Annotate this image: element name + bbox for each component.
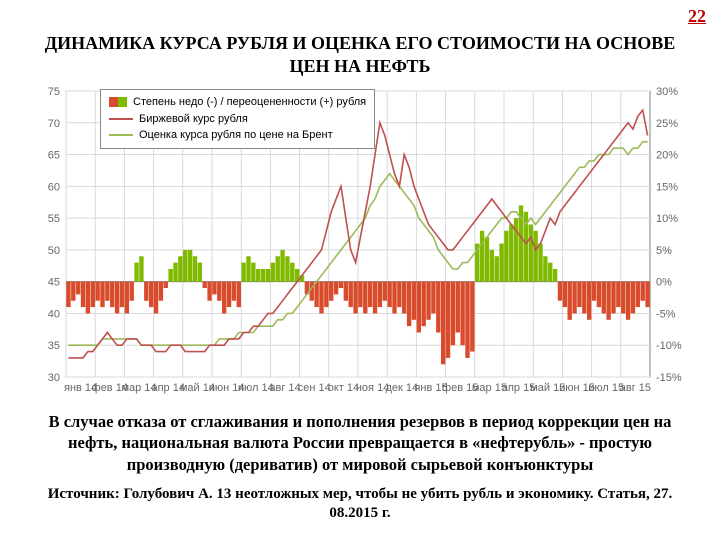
svg-text:авг 14: авг 14: [269, 382, 300, 394]
svg-text:0%: 0%: [656, 277, 672, 289]
legend-item-brent: Оценка курса рубля по цене на Брент: [109, 127, 366, 144]
svg-text:окт 14: окт 14: [328, 382, 359, 394]
source-text: Источник: Голубович А. 13 неотложных мер…: [30, 485, 690, 523]
svg-text:июл 15: июл 15: [588, 382, 624, 394]
svg-text:25%: 25%: [656, 118, 678, 130]
svg-text:авг 15: авг 15: [620, 382, 651, 394]
legend: Степень недо (-) / переоцененности (+) р…: [100, 89, 375, 149]
chart-area: 30 35 40 45 50 55 60 65 70 75 -15% -10% -5% 0% 5% 10% 15…: [30, 83, 690, 403]
svg-text:40: 40: [48, 308, 60, 320]
legend-swatch-market-line: [109, 118, 133, 120]
svg-text:50: 50: [48, 245, 60, 257]
legend-label: Степень недо (-) / переоцененности (+) р…: [133, 94, 366, 111]
svg-text:35: 35: [48, 340, 60, 352]
legend-item-market: Биржевой курс рубля: [109, 111, 366, 128]
svg-text:20%: 20%: [656, 150, 678, 162]
svg-text:-5%: -5%: [656, 308, 676, 320]
svg-text:5%: 5%: [656, 245, 672, 257]
legend-swatch-bars: [109, 97, 127, 107]
legend-label: Оценка курса рубля по цене на Брент: [139, 127, 333, 144]
svg-text:10%: 10%: [656, 213, 678, 225]
svg-text:65: 65: [48, 150, 60, 162]
svg-text:15%: 15%: [656, 181, 678, 193]
caption-text: В случае отказа от сглаживания и пополне…: [24, 411, 696, 475]
svg-text:-10%: -10%: [656, 340, 682, 352]
svg-text:60: 60: [48, 181, 60, 193]
svg-text:75: 75: [48, 86, 60, 98]
svg-text:дек 14: дек 14: [385, 382, 418, 394]
svg-text:30: 30: [48, 372, 60, 384]
page-title: ДИНАМИКА КУРСА РУБЛЯ И ОЦЕНКА ЕГО СТОИМО…: [40, 32, 680, 77]
legend-label: Биржевой курс рубля: [139, 111, 248, 128]
svg-text:сен 14: сен 14: [298, 382, 331, 394]
legend-swatch-brent-line: [109, 134, 133, 136]
svg-text:-15%: -15%: [656, 372, 682, 384]
legend-item-bars: Степень недо (-) / переоцененности (+) р…: [109, 94, 366, 111]
svg-text:70: 70: [48, 118, 60, 130]
svg-text:июл 14: июл 14: [238, 382, 274, 394]
page-number: 22: [688, 6, 706, 27]
svg-text:ноя 14: ноя 14: [356, 382, 389, 394]
svg-text:30%: 30%: [656, 86, 678, 98]
svg-text:55: 55: [48, 213, 60, 225]
svg-text:45: 45: [48, 277, 60, 289]
